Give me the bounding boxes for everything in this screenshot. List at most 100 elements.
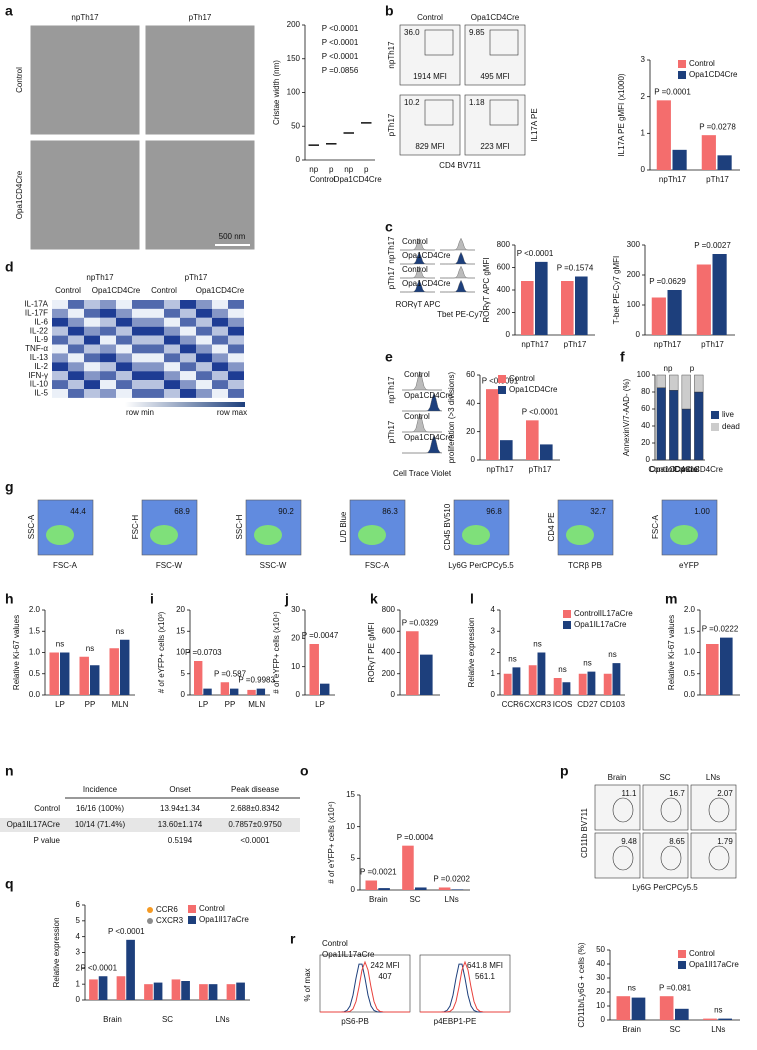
bar-segment bbox=[669, 390, 679, 461]
axis-label: Tbet PE-Cy7 bbox=[437, 310, 483, 319]
p-value: P =0.0278 bbox=[699, 122, 736, 131]
axis-label: FSC-A bbox=[365, 561, 390, 570]
heatmap-cell bbox=[148, 362, 164, 372]
heatmap-cell bbox=[68, 308, 84, 318]
y-tick-label: 0 bbox=[506, 330, 511, 339]
y-tick-label: 0 bbox=[636, 330, 641, 339]
y-tick-label: 10 bbox=[596, 1001, 605, 1010]
bar bbox=[109, 648, 119, 695]
heatmap-cell bbox=[164, 326, 180, 336]
bar bbox=[89, 979, 98, 1000]
y-tick-label: 200 bbox=[382, 669, 396, 678]
axis-label: CD45 BV510 bbox=[443, 503, 452, 550]
heatmap-cell bbox=[100, 335, 116, 345]
panel-letter: d bbox=[5, 259, 14, 275]
column-label: SC bbox=[659, 773, 670, 782]
bar bbox=[675, 1008, 689, 1020]
heatmap-cell bbox=[228, 300, 244, 309]
axis-label: CD11b BV711 bbox=[580, 807, 589, 858]
population bbox=[46, 525, 74, 545]
gate-percent: 8.65 bbox=[669, 837, 685, 846]
y-tick-label: 200 bbox=[627, 270, 641, 279]
y-tick-label: 40 bbox=[466, 398, 475, 407]
heatmap-cell bbox=[212, 389, 228, 398]
gate bbox=[489, 99, 519, 126]
row-label: IL-22 bbox=[30, 326, 49, 335]
legend-label: Opa1CD4Cre bbox=[509, 385, 558, 394]
y-axis-label: T-bet PE-Cy7 gMFI bbox=[612, 256, 621, 324]
x-tick-label: LP bbox=[55, 700, 65, 709]
heatmap-cell bbox=[52, 335, 68, 345]
heatmap-cell bbox=[68, 371, 84, 381]
column-label: Opa1CD4Cre bbox=[196, 286, 245, 295]
x-tick-label: pTh17 bbox=[701, 340, 724, 349]
panel-letter: o bbox=[300, 763, 309, 779]
x-tick-label: Opa1CD4Cre bbox=[675, 465, 724, 474]
bar bbox=[406, 631, 419, 695]
y-tick-label: 1.5 bbox=[684, 626, 696, 635]
heatmap-cell bbox=[68, 335, 84, 345]
heatmap-cell bbox=[212, 326, 228, 336]
heatmap-cell bbox=[132, 300, 148, 309]
p-value: P =0.0856 bbox=[322, 66, 359, 75]
mfi-label: 242 MFI bbox=[370, 961, 399, 970]
histogram bbox=[420, 960, 510, 1013]
row-label: IL-13 bbox=[30, 353, 49, 362]
x-tick-label: Brain bbox=[622, 1025, 641, 1034]
row-label: Opa1CD4Cre bbox=[15, 170, 24, 219]
heatmap-cell bbox=[132, 371, 148, 381]
bar bbox=[578, 673, 587, 695]
sample-label: Opa1CD4Cre bbox=[402, 251, 451, 260]
heatmap-cell bbox=[68, 326, 84, 336]
heatmap-cell bbox=[116, 300, 132, 309]
axis-label: CD4 BV711 bbox=[439, 161, 481, 170]
p-value: P =0.0027 bbox=[694, 241, 731, 250]
bar-segment bbox=[694, 374, 704, 393]
heatmap-cell bbox=[164, 389, 180, 398]
heatmap-cell bbox=[116, 326, 132, 336]
bar bbox=[706, 644, 719, 695]
row-label: npTh17 bbox=[387, 41, 396, 69]
gate-percent: 1.00 bbox=[694, 507, 710, 516]
legend-swatch bbox=[563, 610, 571, 618]
heatmap-cell bbox=[148, 353, 164, 363]
y-tick-label: 20 bbox=[176, 605, 185, 614]
axis-label: pS6-PB bbox=[341, 1017, 369, 1026]
sample-label: Opa1CD4Cre bbox=[402, 279, 451, 288]
heatmap-cell bbox=[84, 371, 100, 381]
x-tick-label: ICOS bbox=[553, 700, 573, 709]
y-tick-label: 10 bbox=[346, 822, 355, 831]
axis-label: FSC-H bbox=[131, 515, 140, 540]
p-value: P <0.0001 bbox=[522, 407, 559, 416]
histogram bbox=[400, 279, 435, 293]
bar bbox=[365, 880, 378, 890]
sample-label: Control bbox=[404, 370, 430, 379]
bar bbox=[420, 654, 433, 695]
heatmap-cell bbox=[228, 389, 244, 398]
heatmap-cell bbox=[180, 326, 196, 336]
heatmap-cell bbox=[100, 380, 116, 389]
legend-swatch bbox=[711, 423, 719, 431]
gate bbox=[489, 29, 519, 56]
bar bbox=[256, 688, 266, 695]
population bbox=[670, 525, 698, 545]
heatmap-cell bbox=[132, 389, 148, 398]
row-label: TNF-α bbox=[25, 344, 48, 353]
legend-label: Opa1CD4Cre bbox=[689, 70, 738, 79]
gate-percent: 11.1 bbox=[622, 789, 638, 798]
x-tick-label: LNs bbox=[711, 1025, 725, 1034]
bar bbox=[561, 281, 574, 335]
heatmap-cell bbox=[148, 308, 164, 318]
y-tick-label: 20 bbox=[596, 987, 605, 996]
legend-label: Control bbox=[509, 374, 535, 383]
heatmap-cell bbox=[52, 371, 68, 381]
legend-label: ControlIL17aCre bbox=[574, 609, 633, 618]
axis-label: FSC-A bbox=[651, 514, 660, 539]
heatmap-cell bbox=[148, 300, 164, 309]
bar bbox=[60, 652, 70, 695]
heatmap-cell bbox=[68, 300, 84, 309]
bar bbox=[659, 996, 674, 1020]
mfi-label: 1914 MFI bbox=[413, 72, 447, 81]
heatmap-cell bbox=[196, 308, 212, 318]
scale-label: row max bbox=[217, 408, 247, 417]
